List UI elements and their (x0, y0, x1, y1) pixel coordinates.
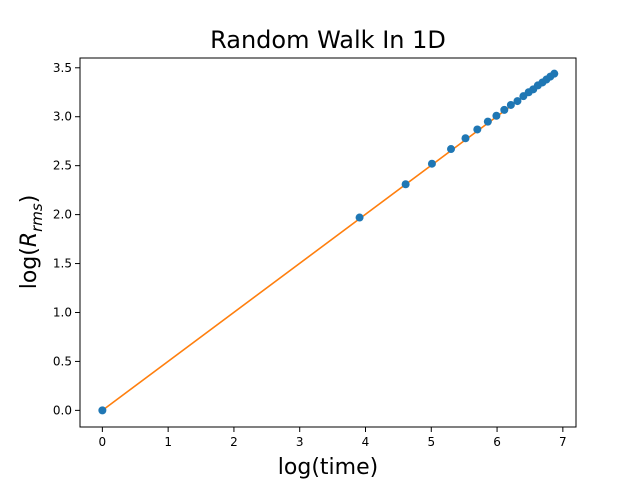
y-tick-label: 1.0 (53, 305, 72, 319)
points-layer (98, 69, 559, 415)
x-tick-label: 7 (559, 435, 567, 449)
x-axis: 0 1 2 3 4 5 6 7 (99, 427, 567, 449)
y-axis-label-suffix: ) (17, 195, 42, 204)
y-tick-label: 3.5 (53, 61, 72, 75)
data-point (461, 134, 470, 143)
y-axis-label-sub: rms (28, 203, 46, 232)
x-tick-label: 6 (493, 435, 501, 449)
y-axis-label-prefix: log( (17, 247, 42, 289)
y-axis-label-main: R (17, 232, 42, 247)
x-axis-label: log(time) (278, 455, 378, 480)
y-tick-label: 0.0 (53, 403, 72, 417)
x-tick-label: 5 (427, 435, 435, 449)
x-tick-label: 2 (230, 435, 238, 449)
data-point (98, 406, 107, 415)
data-point (427, 159, 436, 168)
data-point (401, 180, 410, 189)
x-tick-label: 4 (362, 435, 370, 449)
data-point (506, 100, 515, 109)
y-axis-label: log(Rrms) (17, 195, 46, 290)
data-point (500, 105, 509, 114)
data-point (550, 69, 559, 78)
y-tick-label: 3.0 (53, 110, 72, 124)
y-tick-label: 2.0 (53, 208, 72, 222)
data-point (492, 111, 501, 120)
x-tick-label: 3 (296, 435, 304, 449)
y-tick-label: 0.5 (53, 354, 72, 368)
x-tick-label: 0 (99, 435, 107, 449)
y-tick-label: 1.5 (53, 257, 72, 271)
chart-title: Random Walk In 1D (210, 26, 446, 54)
y-tick-label: 2.5 (53, 159, 72, 173)
data-point (513, 97, 522, 106)
data-point (473, 125, 482, 134)
x-tick-label: 1 (164, 435, 172, 449)
data-point (447, 145, 456, 154)
data-point (355, 213, 364, 222)
plot-frame (79, 57, 577, 428)
y-axis: 0.0 0.5 1.0 1.5 2.0 2.5 3.0 3.5 (53, 61, 80, 417)
data-point (483, 117, 492, 126)
